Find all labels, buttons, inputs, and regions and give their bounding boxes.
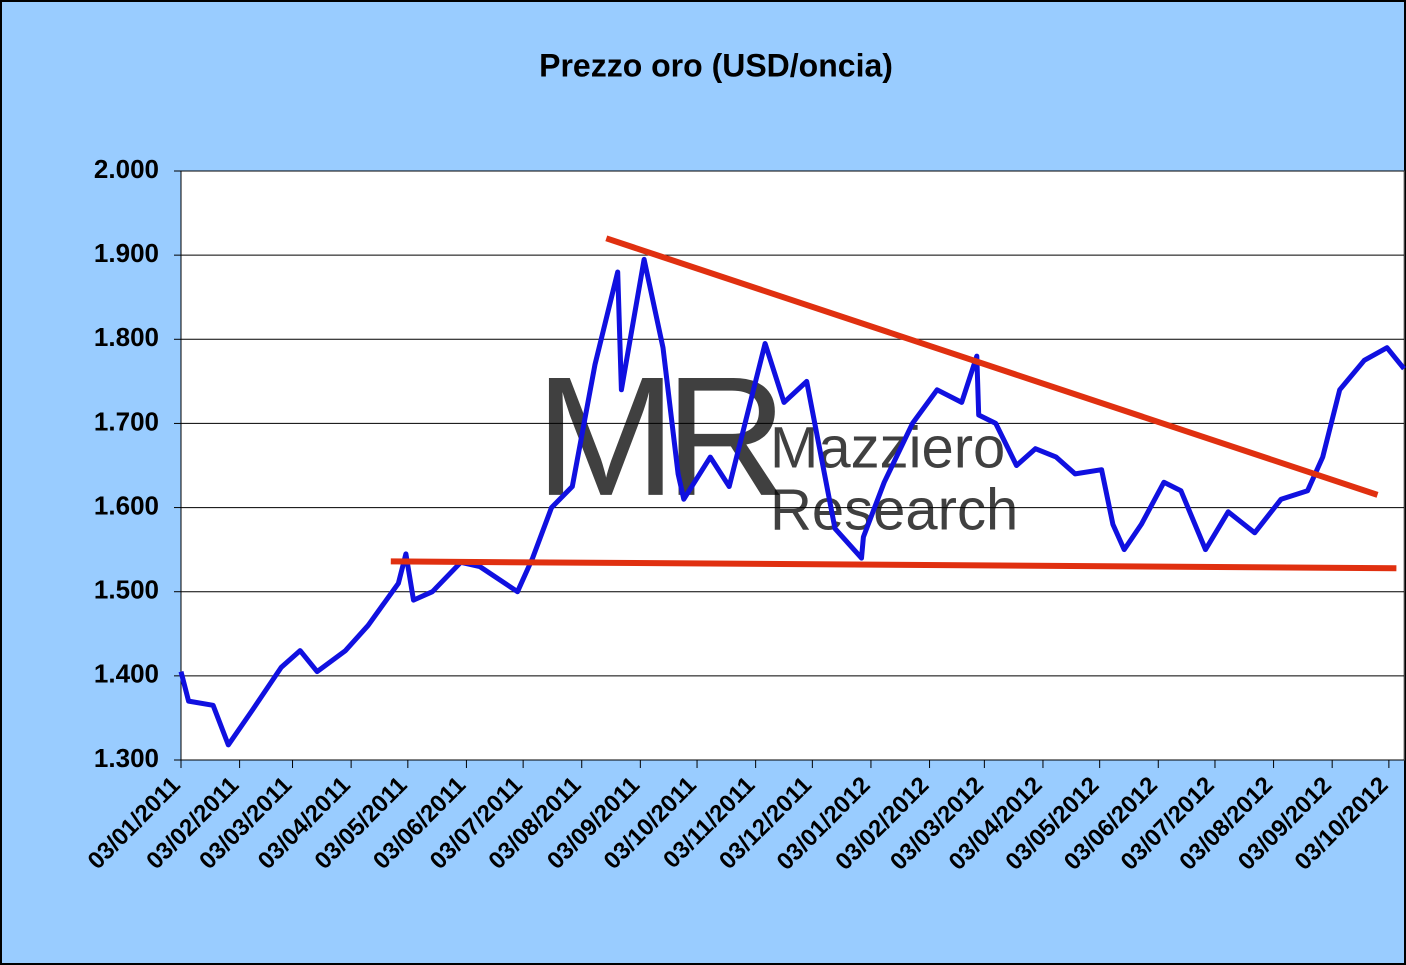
- plot-area: [180, 170, 1405, 761]
- y-tick-label: 1.400: [94, 659, 159, 689]
- y-tick-label: 1.700: [94, 406, 159, 436]
- watermark-text: Research: [770, 477, 1018, 542]
- trend-line: [605, 235, 1379, 498]
- y-tick-label: 1.800: [94, 322, 159, 352]
- trend-line: [390, 558, 1397, 572]
- y-tick-label: 1.900: [94, 238, 159, 268]
- y-tick-label: 2.000: [94, 154, 159, 184]
- y-tick-label: 1.300: [94, 743, 159, 773]
- price-line: [178, 256, 1406, 748]
- y-tick-label: 1.600: [94, 490, 159, 520]
- watermark-logo: MR: [535, 342, 780, 532]
- chart-title: Prezzo oro (USD/oncia): [539, 47, 893, 83]
- y-tick-label: 1.500: [94, 575, 159, 605]
